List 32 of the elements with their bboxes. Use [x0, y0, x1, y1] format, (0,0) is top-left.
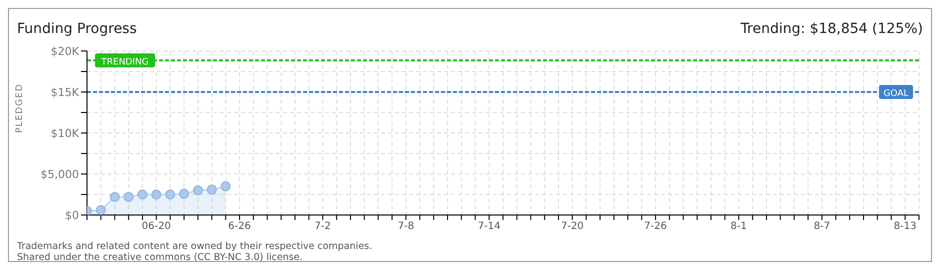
x-tick-label: 8-13 [894, 221, 916, 232]
x-tick-label: 8-7 [814, 221, 830, 232]
x-tick-label: 7-14 [478, 221, 500, 232]
point [124, 192, 134, 202]
y-axis-title: PLEDGED [15, 83, 26, 133]
ref-line-label: TRENDING [100, 57, 149, 68]
ref-line-label: GOAL [883, 89, 909, 99]
point [96, 205, 106, 215]
chart-subtitle: Trending: $18,854 (125%) [740, 21, 923, 37]
x-tick-label: 8-1 [730, 221, 747, 232]
x-tick-label: 7-26 [644, 221, 667, 232]
x-tick-label: 7-8 [398, 221, 414, 232]
text: Shared under the creative commons (CC BY-NC 3.0) license. [17, 252, 304, 263]
point [220, 181, 231, 192]
y-tick-label: $5,000 [40, 168, 79, 181]
x-tick-label: 7-20 [560, 221, 584, 232]
y-tick-label: $20K [50, 44, 80, 58]
x-tick-label: 6-26 [228, 221, 251, 232]
x-tick-label: 7-2 [314, 221, 331, 232]
y-tick-label: $0 [65, 208, 79, 222]
x-tick-label: 06-20 [142, 221, 171, 232]
y-tick-label: $10K [50, 126, 80, 140]
point [192, 185, 203, 196]
point [206, 184, 217, 195]
chart-title: Funding Progress [17, 21, 137, 37]
point [137, 190, 148, 200]
point [151, 190, 162, 200]
point [179, 188, 190, 199]
point [110, 192, 120, 202]
text: Trademarks and related content are owned by their respective companies. [17, 241, 372, 252]
point [165, 190, 176, 200]
y-tick-label: $15K [50, 86, 80, 99]
